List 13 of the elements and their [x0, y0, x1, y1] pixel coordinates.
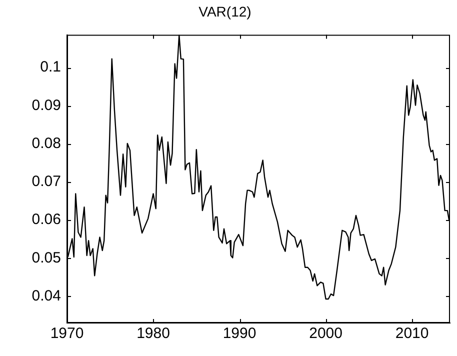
y-tick-label: 0.05 — [32, 249, 61, 266]
x-tick-label: 1980 — [136, 325, 170, 342]
y-tick-label: 0.1 — [40, 58, 61, 76]
x-tick-label: 1990 — [222, 325, 256, 342]
y-tick-label: 0.08 — [32, 134, 61, 152]
y-tick-label: 0.06 — [32, 211, 61, 228]
y-tick-label: 0.04 — [32, 287, 61, 304]
x-tick-label: 2000 — [309, 325, 342, 342]
x-tick-label: 1970 — [50, 325, 84, 342]
x-tick-label: 2010 — [395, 325, 429, 342]
y-tick-label: 0.09 — [32, 96, 61, 114]
chart-title: VAR(12) — [198, 3, 252, 20]
y-tick-label: 0.07 — [32, 173, 61, 190]
